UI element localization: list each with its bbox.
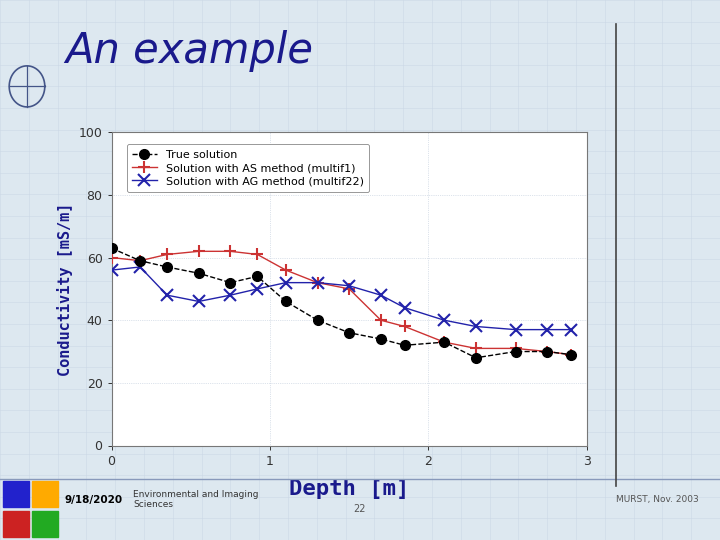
Line: True solution: True solution (107, 244, 576, 363)
Y-axis label: Conductivity [mS/m]: Conductivity [mS/m] (57, 202, 73, 376)
Bar (32, 481, 58, 507)
True solution (194, 270, 203, 276)
Text: An example: An example (65, 30, 312, 72)
Solution with AG method (multif22) (163, 292, 171, 299)
Text: Environmental and Imaging
Sciences: Environmental and Imaging Sciences (133, 490, 258, 509)
True solution (282, 298, 290, 305)
Solution with AS method (multif1) (472, 345, 480, 352)
Solution with AS method (multif1) (194, 248, 203, 254)
Solution with AS method (multif1) (282, 267, 290, 273)
Solution with AG method (multif22) (472, 323, 480, 330)
True solution (377, 336, 385, 342)
Bar (32, 511, 58, 537)
Solution with AG method (multif22) (194, 298, 203, 305)
Solution with AG method (multif22) (136, 264, 145, 270)
X-axis label: Depth [m]: Depth [m] (289, 478, 410, 498)
Solution with AG method (multif22) (226, 292, 235, 299)
True solution (511, 348, 520, 355)
True solution (226, 279, 235, 286)
Text: 22: 22 (354, 504, 366, 514)
Solution with AS method (multif1) (253, 251, 261, 258)
True solution (313, 317, 322, 323)
Solution with AS method (multif1) (440, 339, 449, 346)
Solution with AG method (multif22) (377, 292, 385, 299)
Solution with AG method (multif22) (511, 326, 520, 333)
Bar (3, 511, 29, 537)
Solution with AG method (multif22) (400, 305, 409, 311)
True solution (136, 258, 145, 264)
True solution (543, 348, 552, 355)
Solution with AS method (multif1) (567, 352, 575, 358)
Solution with AS method (multif1) (377, 317, 385, 323)
Solution with AG method (multif22) (440, 317, 449, 323)
Solution with AG method (multif22) (282, 279, 290, 286)
True solution (345, 329, 354, 336)
Solution with AS method (multif1) (345, 286, 354, 292)
Solution with AS method (multif1) (226, 248, 235, 254)
Solution with AG method (multif22) (253, 286, 261, 292)
Line: Solution with AG method (multif22): Solution with AG method (multif22) (106, 261, 577, 335)
Solution with AS method (multif1) (543, 348, 552, 355)
Solution with AG method (multif22) (313, 279, 322, 286)
True solution (253, 273, 261, 280)
True solution (567, 352, 575, 358)
True solution (107, 245, 116, 252)
True solution (400, 342, 409, 348)
Solution with AS method (multif1) (107, 254, 116, 261)
Solution with AS method (multif1) (163, 251, 171, 258)
Bar (3, 481, 29, 507)
Solution with AS method (multif1) (511, 345, 520, 352)
Solution with AS method (multif1) (313, 279, 322, 286)
True solution (163, 264, 171, 270)
Legend: True solution, Solution with AS method (multif1), Solution with AG method (multi: True solution, Solution with AS method (… (127, 144, 369, 192)
Text: 9/18/2020: 9/18/2020 (65, 495, 123, 504)
Solution with AG method (multif22) (345, 282, 354, 289)
Solution with AG method (multif22) (543, 326, 552, 333)
Solution with AS method (multif1) (400, 323, 409, 330)
True solution (472, 355, 480, 361)
Solution with AG method (multif22) (567, 326, 575, 333)
True solution (440, 339, 449, 346)
Solution with AG method (multif22) (107, 267, 116, 273)
Text: MURST, Nov. 2003: MURST, Nov. 2003 (616, 495, 698, 504)
Solution with AS method (multif1) (136, 258, 145, 264)
Line: Solution with AS method (multif1): Solution with AS method (multif1) (105, 245, 577, 361)
